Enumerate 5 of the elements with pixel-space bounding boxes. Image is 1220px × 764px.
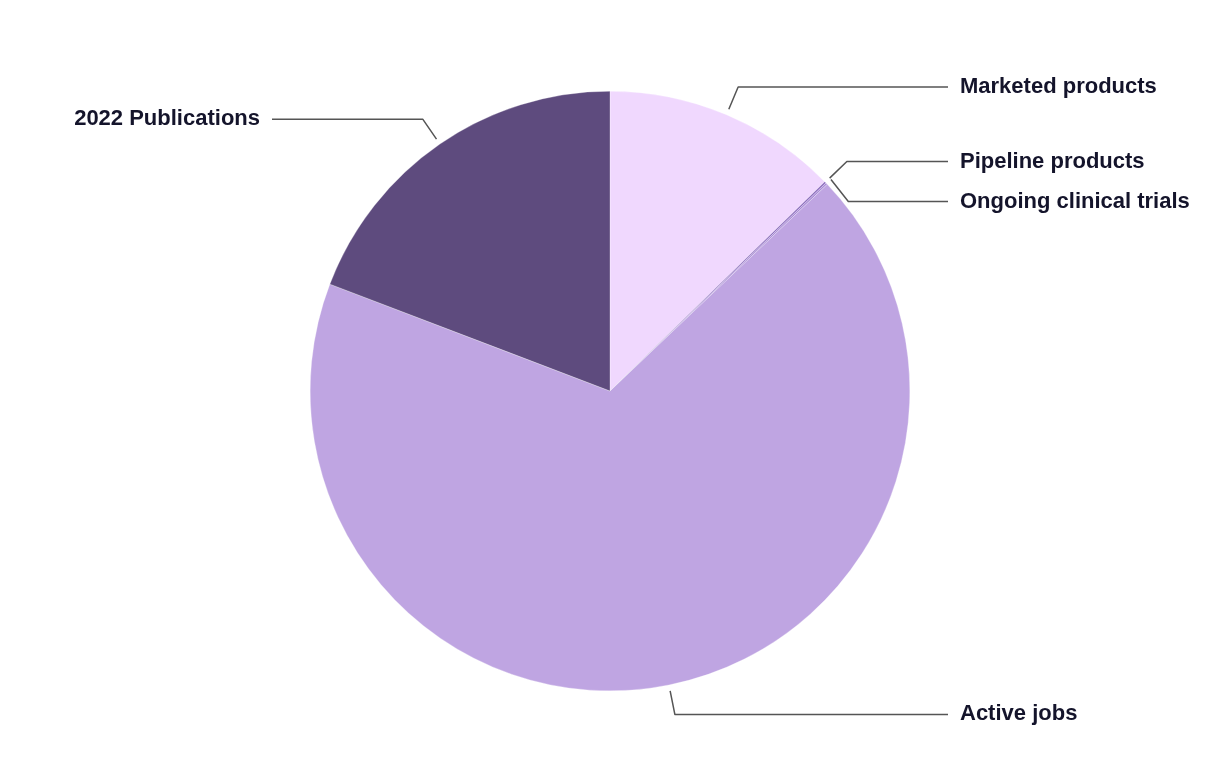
slice-label: Pipeline products [960, 147, 1145, 173]
slice-label: Marketed products [960, 73, 1157, 99]
slice-label: Ongoing clinical trials [960, 187, 1190, 213]
slice-label: Active jobs [960, 700, 1078, 726]
slice-label: 2022 Publications [74, 105, 260, 131]
